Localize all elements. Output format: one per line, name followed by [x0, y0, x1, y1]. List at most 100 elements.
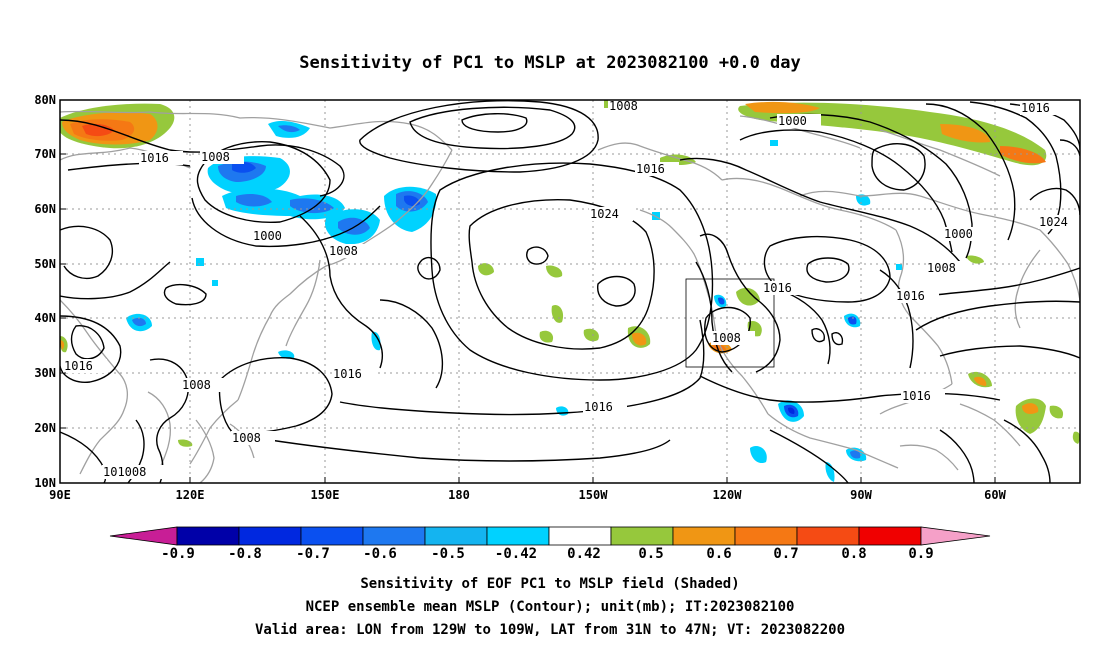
- contour-label: 1016: [902, 389, 931, 403]
- positive-patch: [632, 332, 647, 346]
- contour-label: 1016: [140, 151, 169, 165]
- contour-label: 1016: [763, 281, 792, 295]
- positive-patch: [82, 123, 114, 137]
- valid-area-box: [685, 278, 775, 368]
- positive-patch: [974, 376, 987, 386]
- contour-label: 1008: [712, 331, 741, 345]
- contour-label: 1016: [636, 162, 665, 176]
- contour-label: 1016: [584, 400, 613, 414]
- colorbar-box: [858, 526, 922, 546]
- negative-patch: [196, 258, 204, 266]
- contour-label: 1024: [1039, 215, 1068, 229]
- positive-patch: [745, 101, 820, 114]
- contour-label: 1016: [896, 289, 925, 303]
- lon-tick-label: 60W: [984, 488, 1006, 502]
- contour-label: 1008: [201, 150, 230, 164]
- positive-patch: [60, 340, 65, 350]
- negative-patch: [825, 462, 835, 482]
- caption-line: NCEP ensemble mean MSLP (Contour); unit(…: [306, 599, 795, 615]
- positive-patch: [1072, 431, 1080, 444]
- contour-label: 1016: [333, 367, 362, 381]
- lat-lon-grid: [60, 100, 1080, 483]
- lat-tick-label: 30N: [34, 366, 56, 380]
- lat-tick-label: 80N: [34, 93, 56, 107]
- contour-label: 1016: [1021, 101, 1050, 115]
- positive-patch: [539, 330, 554, 343]
- map-panel: 1008 1000 1016 1016 1008 1016 1024 1000 …: [34, 93, 1081, 502]
- lon-tick-label: 120E: [176, 488, 205, 502]
- axis-ticks: [60, 99, 996, 483]
- negative-patch: [788, 407, 795, 414]
- map-frame: [59, 99, 1081, 484]
- colorbar-over-arrow: [920, 526, 991, 546]
- contour-label-group: 1008 1000 1016 1016 1008 1016 1024 1000 …: [63, 99, 1080, 479]
- positive-patch: [478, 263, 494, 276]
- contour-label: 1008: [927, 261, 956, 275]
- contour-label: 1000: [778, 114, 807, 128]
- lat-tick-label: 70N: [34, 147, 56, 161]
- positive-patch: [940, 124, 990, 143]
- lat-tick-label: 50N: [34, 257, 56, 271]
- caption-line: Valid area: LON from 129W to 109W, LAT f…: [255, 622, 845, 638]
- positive-patch: [583, 328, 599, 342]
- colorbar: -0.9 -0.8 -0.7 -0.6 -0.5 -0.42 0.42 0.5 …: [109, 526, 991, 562]
- lon-tick-label: 150E: [311, 488, 340, 502]
- negative-patch: [232, 161, 256, 173]
- colorbar-label: 0.5: [638, 546, 663, 562]
- figure-title: Sensitivity of PC1 to MSLP at 2023082100…: [299, 53, 801, 73]
- colorbar-under-arrow: [109, 526, 178, 546]
- positive-patch: [551, 304, 564, 323]
- colorbar-label: -0.6: [363, 546, 397, 562]
- colorbar-box: [362, 526, 426, 546]
- negative-patch: [750, 445, 767, 464]
- colorbar-label: 0.6: [706, 546, 731, 562]
- colorbar-label: -0.9: [161, 546, 195, 562]
- colorbar-label: 0.7: [773, 546, 798, 562]
- contour-label: 1000: [253, 229, 282, 243]
- negative-patch: [132, 317, 146, 327]
- contour-label: 1008: [609, 99, 638, 113]
- negative-patch: [212, 280, 218, 286]
- colorbar-box: [176, 526, 240, 546]
- contour-label: 1008: [182, 378, 211, 392]
- colorbar-label: -0.8: [228, 546, 262, 562]
- colorbar-label: 0.42: [567, 546, 601, 562]
- positive-patch: [178, 439, 193, 447]
- lon-tick-label: 120W: [713, 488, 743, 502]
- colorbar-labels: -0.9 -0.8 -0.7 -0.6 -0.5 -0.42 0.42 0.5 …: [161, 546, 934, 562]
- lat-axis-labels: 80N 70N 60N 50N 40N 30N 20N 10N: [34, 93, 56, 490]
- negative-patch: [850, 450, 861, 459]
- colorbar-box: [486, 526, 550, 546]
- shaded-sensitivity-regions: [60, 100, 1080, 482]
- negative-patch: [770, 140, 778, 146]
- lon-tick-label: 90W: [850, 488, 872, 502]
- captions: Sensitivity of EOF PC1 to MSLP field (Sh…: [255, 576, 845, 638]
- contour-label: 1016: [64, 359, 93, 373]
- colorbar-box: [796, 526, 860, 546]
- lat-tick-label: 40N: [34, 311, 56, 325]
- negative-patch: [371, 331, 381, 351]
- contour-label: 101008: [103, 465, 146, 479]
- lat-tick-label: 20N: [34, 421, 56, 435]
- positive-patch: [1000, 146, 1046, 164]
- colorbar-boxes: [176, 526, 922, 546]
- colorbar-box: [424, 526, 488, 546]
- lat-tick-label: 10N: [34, 476, 56, 490]
- contour-label: 1008: [232, 431, 261, 445]
- negative-patch: [856, 194, 871, 206]
- colorbar-box: [548, 526, 612, 546]
- negative-patch: [278, 350, 295, 359]
- positive-patch: [1022, 403, 1039, 414]
- positive-patch: [966, 255, 984, 264]
- positive-patch: [1049, 405, 1064, 419]
- contour-label: 1024: [590, 207, 619, 221]
- colorbar-box: [238, 526, 302, 546]
- colorbar-label: -0.42: [495, 546, 537, 562]
- negative-patch: [718, 297, 725, 305]
- colorbar-box: [734, 526, 798, 546]
- positive-patch: [736, 287, 760, 306]
- negative-patch: [556, 406, 569, 416]
- colorbar-box: [300, 526, 364, 546]
- contour-label: 1008: [329, 244, 358, 258]
